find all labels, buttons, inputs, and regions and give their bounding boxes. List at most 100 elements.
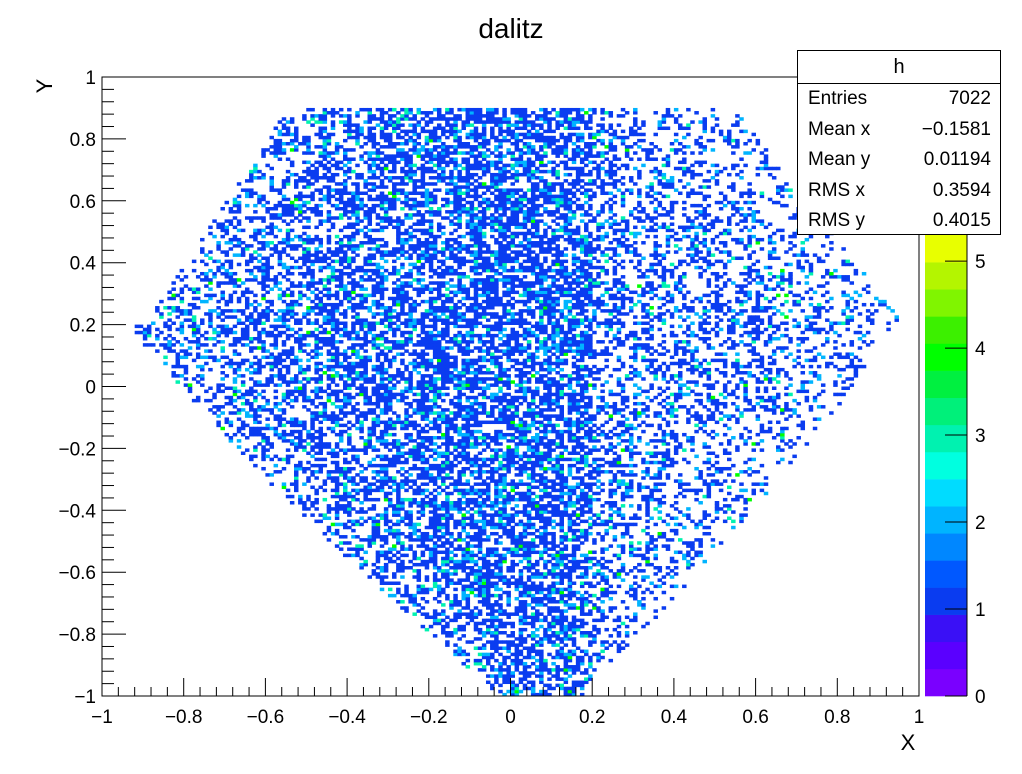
heatmap-cell [776,380,781,384]
heatmap-cell [522,587,528,592]
heatmap-cell [465,377,471,381]
heatmap-cell [465,578,471,582]
heatmap-cell [596,562,601,567]
heatmap-cell [682,525,687,530]
heatmap-cell [522,429,528,434]
heatmap-cell [195,398,201,403]
heatmap-cell [575,405,581,409]
heatmap-cell [445,516,450,520]
heatmap-cell [416,556,422,561]
heatmap-cell [424,615,430,620]
heatmap-cell [216,405,221,409]
heatmap-cell [457,609,462,613]
heatmap-cell [485,383,491,387]
heatmap-cell [490,612,495,616]
heatmap-cell [514,395,520,400]
heatmap-cell [653,488,658,493]
heatmap-cell [559,432,565,437]
heatmap-cell [551,562,556,567]
heatmap-cell [637,562,642,567]
heatmap-cell [641,411,646,415]
heatmap-cell [383,522,389,527]
heatmap-cell [343,522,348,527]
heatmap-cell [502,516,507,520]
heatmap-cell [465,454,471,459]
heatmap-cell [584,566,589,570]
heatmap-cell [563,668,569,672]
heatmap-cell [498,587,503,592]
heatmap-cell [530,637,536,641]
heatmap-cell [457,627,462,632]
heatmap-cell [424,473,430,477]
heatmap-cell [416,401,422,406]
heatmap-cell [445,442,450,446]
heatmap-cell [334,395,340,400]
heatmap-cell [526,445,532,449]
heatmap-cell [559,386,565,390]
heatmap-cell [727,507,732,511]
heatmap-cell [751,405,756,409]
heatmap-cell [539,451,544,455]
heatmap-cell [506,374,511,378]
heatmap-cell [751,408,756,412]
heatmap-cell [567,423,573,428]
heatmap-cell [559,442,565,446]
heatmap-cell [739,432,744,437]
heatmap-cell [347,513,352,517]
heatmap-cell [571,491,577,496]
heatmap-cell [731,389,736,394]
heatmap-cell [535,634,540,638]
heatmap-cell [575,618,581,623]
heatmap-cell [494,677,499,681]
heatmap-cell [436,566,442,570]
heatmap-cell [436,485,442,490]
heatmap-cell [567,627,573,632]
heatmap-cell [473,377,479,381]
heatmap-cell [530,411,536,415]
heatmap-cell [628,544,634,548]
heatmap-cell [788,445,793,449]
heatmap-cell [637,541,642,545]
heatmap-cell [588,395,593,400]
heatmap-cell [559,538,565,542]
heatmap-cell [375,575,381,579]
heatmap-cell [526,426,532,431]
heatmap-cell [641,485,646,490]
heatmap-cell [338,411,344,415]
heatmap-cell [326,476,332,480]
heatmap-cell [461,556,466,561]
heatmap-cell [530,439,536,443]
heatmap-cell [612,618,618,623]
heatmap-cell [714,482,720,486]
heatmap-cell [461,380,466,384]
heatmap-cell [485,575,491,579]
heatmap-cell [686,417,691,421]
heatmap-cell [379,485,385,490]
heatmap-cell [441,544,446,548]
heatmap-cell [477,578,483,582]
heatmap-cell [694,417,699,421]
heatmap-cell [441,522,446,527]
heatmap-cell [294,386,299,390]
heatmap-cell [436,473,442,477]
heatmap-cell [571,522,577,527]
heatmap-cell [604,451,609,455]
heatmap-cell [539,640,544,644]
heatmap-cell [436,587,442,592]
heatmap-cell [420,501,426,505]
heatmap-cell [387,457,393,462]
heatmap-cell [567,398,573,403]
heatmap-cell [600,562,605,567]
heatmap-cell [526,550,532,555]
heatmap-cell [396,470,401,474]
heatmap-cell [518,689,524,694]
heatmap-cell [584,405,589,409]
heatmap-cell [735,395,740,400]
heatmap-cell [530,572,536,576]
heatmap-cell [800,380,806,384]
heatmap-cell [539,408,544,412]
heatmap-cell [465,531,471,536]
heatmap-cell [539,572,544,576]
heatmap-cell [498,566,503,570]
heatmap-cell [633,392,638,397]
